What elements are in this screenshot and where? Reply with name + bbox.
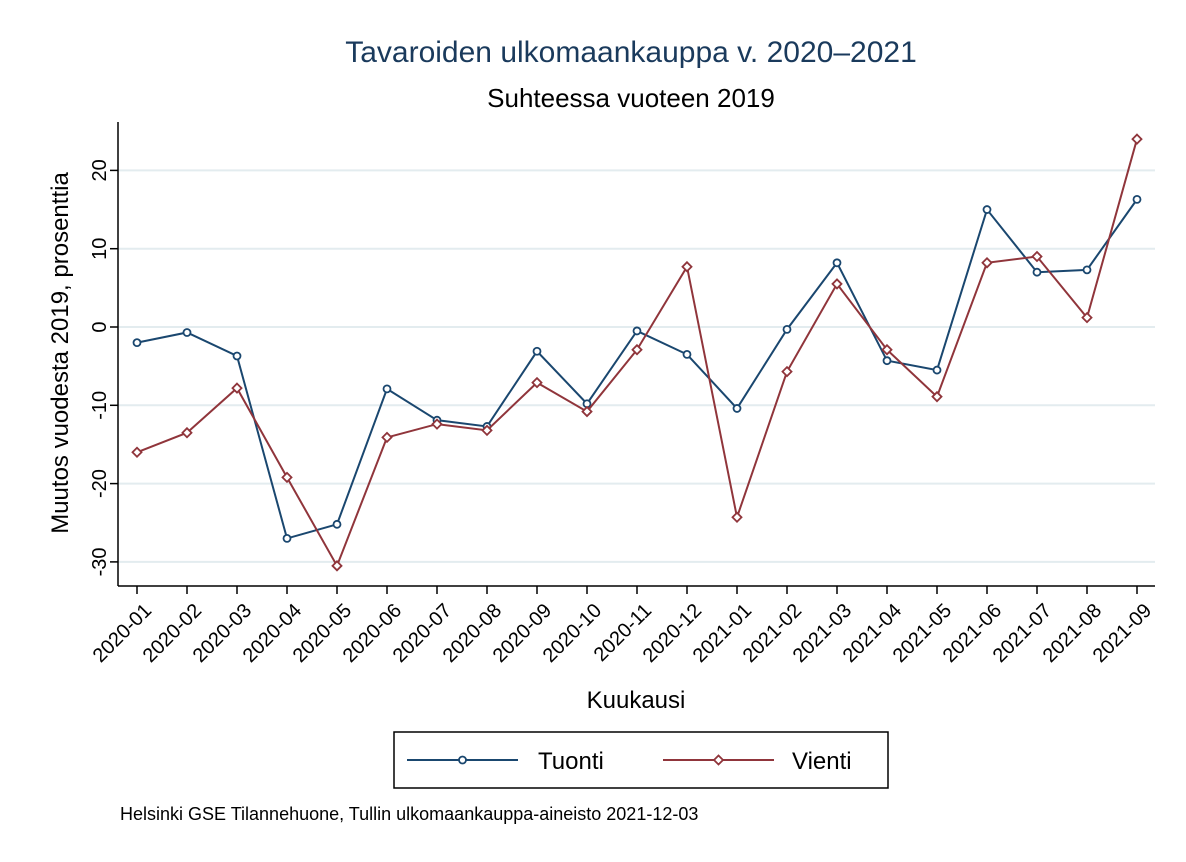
data-point — [681, 260, 693, 273]
data-point — [732, 404, 742, 413]
series-tuonti — [132, 194, 1142, 543]
data-point — [782, 324, 792, 334]
data-point — [181, 426, 193, 439]
data-point — [282, 534, 292, 543]
series — [131, 133, 1143, 572]
data-point — [481, 424, 493, 437]
data-point — [182, 328, 192, 337]
data-point — [881, 343, 893, 356]
data-point — [1082, 265, 1092, 275]
y-axis-label: Muutos vuodesta 2019, prosenttia — [47, 172, 74, 534]
series-line — [136, 198, 1138, 540]
data-point — [682, 350, 692, 359]
data-point — [931, 390, 943, 403]
data-point — [981, 257, 993, 269]
data-point — [632, 326, 642, 336]
data-point — [631, 343, 643, 356]
legend-label: Vienti — [792, 748, 852, 775]
data-point — [882, 356, 892, 366]
data-point — [1031, 250, 1043, 263]
legend-item-vienti: Vienti — [663, 748, 852, 775]
data-point — [381, 431, 393, 444]
data-point — [132, 338, 142, 348]
y-tick-label: -10 — [89, 391, 111, 420]
data-point — [382, 384, 392, 394]
data-point — [131, 446, 143, 459]
source-note: Helsinki GSE Tilannehuone, Tullin ulkoma… — [120, 804, 698, 824]
y-ticks: -30 -20 -10 0 10 20 — [89, 159, 118, 576]
data-point — [531, 376, 543, 389]
data-point — [331, 560, 343, 572]
y-tick-label: 10 — [89, 238, 111, 260]
data-point — [231, 382, 243, 394]
data-point — [1131, 133, 1143, 145]
data-point — [532, 346, 542, 356]
data-point — [932, 365, 942, 375]
data-point — [581, 405, 593, 418]
chart-subtitle: Suhteessa vuoteen 2019 — [487, 83, 775, 113]
data-point — [781, 365, 793, 378]
data-point — [731, 511, 743, 524]
y-tick-label: 20 — [89, 159, 111, 181]
y-tick-label: -30 — [89, 547, 111, 576]
data-point — [1032, 267, 1042, 277]
legend-marker — [712, 754, 725, 766]
data-point — [281, 471, 293, 484]
data-point — [232, 351, 242, 361]
chart-title: Tavaroiden ulkomaankauppa v. 2020–2021 — [345, 36, 917, 69]
legend-label: Tuonti — [538, 748, 604, 775]
data-point — [1132, 194, 1142, 204]
gridlines — [118, 169, 1155, 563]
data-point — [431, 418, 443, 430]
legend-item-tuonti: Tuonti — [407, 748, 604, 775]
data-point — [332, 519, 342, 529]
legend-marker — [458, 755, 467, 765]
series-vienti — [131, 133, 1143, 572]
x-ticks: 2020-012020-022020-032020-042020-052020-… — [89, 586, 1156, 667]
y-tick-label: -20 — [89, 469, 111, 498]
legend: Tuonti Vienti — [393, 731, 889, 789]
x-axis-label: Kuukausi — [587, 687, 686, 714]
data-point — [982, 205, 992, 214]
y-tick-label: 0 — [89, 321, 111, 332]
data-point — [1081, 311, 1093, 324]
data-point — [831, 278, 843, 290]
data-point — [832, 258, 842, 268]
